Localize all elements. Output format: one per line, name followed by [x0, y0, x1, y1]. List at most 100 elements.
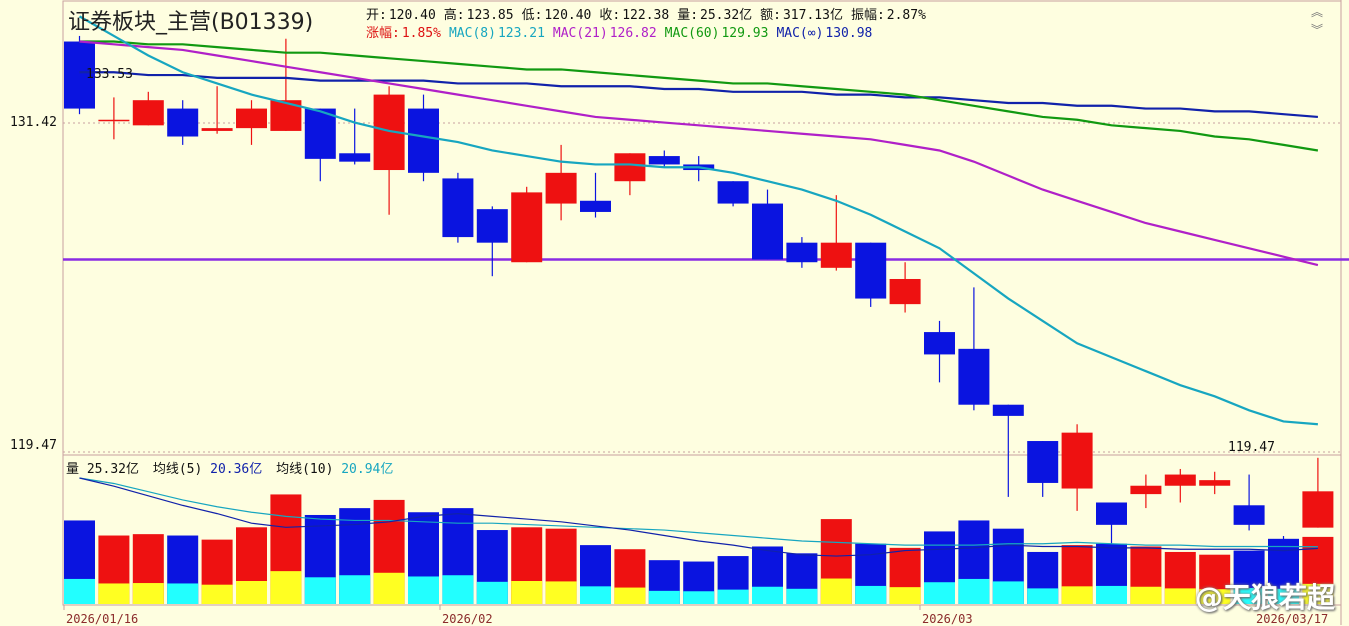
- ma21-line: [79, 40, 1319, 267]
- volume-bar-base-20: [752, 586, 783, 604]
- volume-bar-base-2: [132, 583, 164, 604]
- volume-bar-base-35: [1268, 588, 1299, 604]
- ohlc-label-4: 量:: [677, 8, 699, 23]
- volume-bar-base-18: [683, 591, 715, 604]
- volume-bar-base-33: [1199, 589, 1231, 604]
- ohlc-value-4: 25.32亿: [700, 8, 753, 23]
- candle-body-14: [545, 172, 577, 204]
- volume-value: 25.32亿: [86, 462, 139, 477]
- ma-label-4: MAC(∞): [776, 26, 824, 41]
- volume-bar-base-25: [924, 582, 955, 604]
- volume-bar-base-0: [64, 578, 95, 604]
- x-label-mar: 2026/03: [922, 612, 973, 626]
- candle-body-34: [1233, 505, 1265, 525]
- ohlc-value-3: 122.38: [622, 8, 670, 23]
- candle-body-26: [958, 348, 990, 405]
- x-label-feb: 2026/02: [442, 612, 493, 626]
- plot-frame: [62, 0, 1342, 606]
- volume-bar-base-34: [1233, 587, 1265, 604]
- volume-bar-base-28: [1027, 588, 1059, 604]
- candle-body-23: [855, 242, 887, 299]
- candle-body-21: [786, 242, 818, 263]
- volume-bar-base-27: [992, 581, 1024, 604]
- chart-title: 证券板块_主营(B01339): [68, 10, 314, 35]
- candle-body-28: [1027, 441, 1059, 483]
- candle-body-15: [580, 200, 611, 212]
- ohlc-value-6: 2.87%: [886, 8, 926, 23]
- volume-bar-base-7: [304, 577, 336, 604]
- price-axis-upper-label: 131.42: [10, 115, 57, 130]
- scroll-down-icon[interactable]: ︾: [1310, 23, 1323, 37]
- ohlc-label-1: 高:: [443, 8, 465, 23]
- ma-label-0: 涨幅:: [366, 26, 400, 41]
- candle-body-2: [132, 100, 164, 126]
- volume-ma10-label: 均线(10): [276, 462, 334, 477]
- ma60-line: [79, 40, 1319, 152]
- candle-body-0: [64, 41, 95, 109]
- volume-bar-base-36: [1302, 583, 1334, 604]
- volume-ma10-value: 20.94亿: [341, 462, 394, 477]
- ohlc-label-3: 收:: [599, 8, 621, 23]
- candle-body-22: [820, 242, 852, 268]
- volume-bar-base-21: [786, 588, 818, 604]
- ohlc-info-line: 开: 120.40 高: 123.85 低: 120.40 收: 122.38 量: 25.32亿…: [366, 4, 934, 23]
- volume-bar-base-14: [545, 581, 577, 604]
- volume-bar-base-31: [1130, 586, 1162, 604]
- volume-bar-base-30: [1096, 585, 1127, 604]
- ma-info-line: 涨幅: 1.85% MAC(8) 123.21 MAC(21) 126.82 MAC(60)…: [366, 22, 880, 41]
- volume-bar-base-9: [373, 572, 405, 604]
- volume-ma5-line: [79, 477, 1318, 557]
- ohlc-label-5: 额:: [760, 8, 781, 23]
- volume-bar-base-29: [1061, 586, 1093, 604]
- ma-value-4: 130.98: [825, 26, 873, 41]
- ma-value-2: 126.82: [609, 26, 657, 41]
- candle-body-33: [1199, 480, 1231, 486]
- x-label-start: 2026/01/16: [66, 612, 139, 626]
- ma-value-0: 1.85%: [401, 26, 441, 41]
- ohlc-label-6: 振幅:: [850, 8, 885, 23]
- scroll-up-icon[interactable]: ︽: [1310, 5, 1323, 19]
- ohlc-label-2: 低:: [521, 8, 543, 23]
- volume-ma5-label: 均线(5): [152, 462, 203, 477]
- volume-bar-base-17: [648, 590, 680, 604]
- candle-body-27: [992, 404, 1024, 416]
- volume-header: 量 25.32亿 均线(5) 20.36亿 均线(10) 20.94亿: [66, 458, 393, 477]
- volume-bar-base-16: [614, 587, 646, 604]
- ma-label-1: MAC(8): [448, 26, 496, 41]
- candle-body-8: [339, 153, 371, 162]
- ma-value-1: 123.21: [497, 26, 545, 41]
- volume-bar-base-4: [201, 584, 233, 604]
- volume-bar-base-23: [855, 585, 887, 604]
- ohlc-value-1: 123.85: [466, 8, 514, 23]
- volume-bar-base-6: [270, 571, 302, 604]
- volume-bar-base-22: [820, 578, 852, 604]
- volume-bar-base-10: [408, 576, 439, 604]
- volume-bar-base-3: [167, 583, 199, 604]
- candle-body-24: [889, 278, 921, 305]
- price-axis-lower-label: 119.47: [10, 438, 57, 453]
- volume-bar-base-19: [717, 589, 749, 604]
- candle-body-30: [1096, 502, 1127, 525]
- volume-bar-base-13: [511, 580, 543, 604]
- candle-body-12: [476, 209, 508, 243]
- candle-body-16: [614, 153, 646, 182]
- high-annotation: 133.53: [86, 67, 133, 82]
- candle-body-25: [924, 332, 955, 355]
- ma-label-3: MAC(60): [664, 26, 720, 41]
- volume-bar-base-24: [889, 587, 921, 604]
- ma-label-2: MAC(21): [552, 26, 608, 41]
- candle-body-7: [304, 108, 336, 159]
- ohlc-label-0: 开:: [366, 8, 387, 23]
- watermark: @天狼若超: [1194, 581, 1335, 614]
- volume-ma10-line: [79, 477, 1318, 548]
- candle-body-11: [442, 178, 474, 238]
- candle-body-35: [1268, 538, 1299, 556]
- volume-label: 量: [66, 462, 80, 477]
- ohlc-value-5: 317.13亿: [782, 8, 843, 23]
- volume-bar-base-8: [339, 575, 371, 604]
- candle-body-13: [511, 192, 543, 263]
- candle-body-29: [1061, 432, 1093, 489]
- volume-bar-base-15: [580, 586, 611, 604]
- candle-body-17: [648, 156, 680, 165]
